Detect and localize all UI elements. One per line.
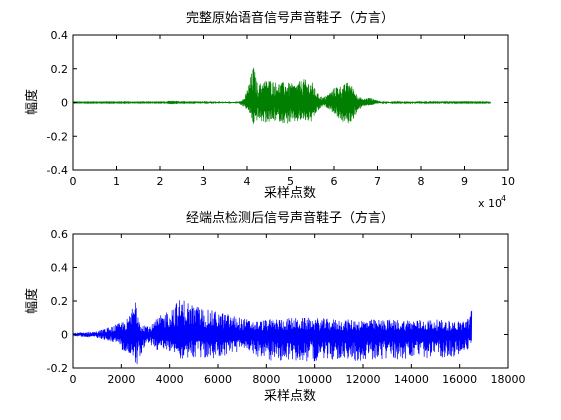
y-tick-label: -0.4 — [47, 164, 68, 177]
chart-bottom-y-axis: -0.2 0 0.2 0.4 0.6 — [47, 228, 508, 375]
y-tick-label: 0.2 — [51, 63, 69, 76]
chart-bottom-x-axis: 0 2000 4000 6000 8000 10000 12000 14000 16000 180… — [70, 234, 526, 386]
x-tick-label: 0 — [70, 373, 77, 386]
x-tick-label: 4000 — [156, 373, 184, 386]
x-tick-label: 10000 — [297, 373, 332, 386]
chart-top-y-axis: -0.4 -0.2 0 0.2 0.4 — [47, 29, 508, 177]
chart-top-signal-line — [72, 67, 491, 124]
x-tick-label: 10 — [501, 175, 515, 188]
x-tick-label: 2 — [157, 175, 164, 188]
x-tick-label: 18000 — [491, 373, 526, 386]
x-tick-label: 14000 — [394, 373, 429, 386]
y-tick-label: 0 — [61, 97, 68, 110]
y-tick-label: 0.4 — [51, 262, 69, 275]
x-tick-label: 0 — [70, 175, 77, 188]
x-tick-label: 7 — [374, 175, 381, 188]
x-tick-label: 6 — [331, 175, 338, 188]
x-tick-label: 8 — [418, 175, 425, 188]
x-tick-label: 6000 — [204, 373, 232, 386]
chart-top-x-exponent-base: x 10 — [478, 197, 502, 210]
chart-bottom-title: 经端点检测后信号声音鞋子（方言） — [186, 210, 394, 226]
y-tick-label: -0.2 — [47, 362, 68, 375]
y-tick-label: 0.4 — [51, 29, 69, 42]
x-tick-label: 4 — [244, 175, 251, 188]
x-tick-label: 12000 — [346, 373, 381, 386]
chart-top-x-axis: 0 1 2 3 4 5 6 7 8 9 10 — [70, 35, 515, 188]
x-tick-label: 3 — [200, 175, 207, 188]
x-tick-label: 1 — [113, 175, 120, 188]
chart-bottom-y-label: 幅度 — [24, 288, 40, 314]
y-tick-label: 0.2 — [51, 295, 69, 308]
x-tick-label: 16000 — [442, 373, 477, 386]
chart-top-title: 完整原始语音信号声音鞋子（方言） — [186, 10, 394, 26]
chart-top-y-label: 幅度 — [24, 89, 40, 115]
y-tick-label: 0 — [61, 329, 68, 342]
chart-bottom-signal-line — [72, 300, 473, 365]
x-tick-label: 8000 — [252, 373, 280, 386]
chart-bottom-x-label: 采样点数 — [264, 389, 316, 404]
chart-top-x-label: 采样点数 — [264, 186, 316, 201]
y-tick-label: 0.6 — [51, 228, 69, 241]
chart-top-x-exponent-power: 4 — [501, 194, 506, 203]
y-tick-label: -0.2 — [47, 130, 68, 143]
x-tick-label: 9 — [461, 175, 468, 188]
x-tick-label: 5 — [287, 175, 294, 188]
chart-bottom: 经端点检测后信号声音鞋子（方言） 0 2000 4000 6000 8000 10000 1… — [24, 210, 526, 404]
x-tick-label: 2000 — [107, 373, 135, 386]
chart-top: 完整原始语音信号声音鞋子（方言） 0 1 2 3 4 5 6 7 8 9 10 -0.4-0.200… — [24, 10, 515, 210]
